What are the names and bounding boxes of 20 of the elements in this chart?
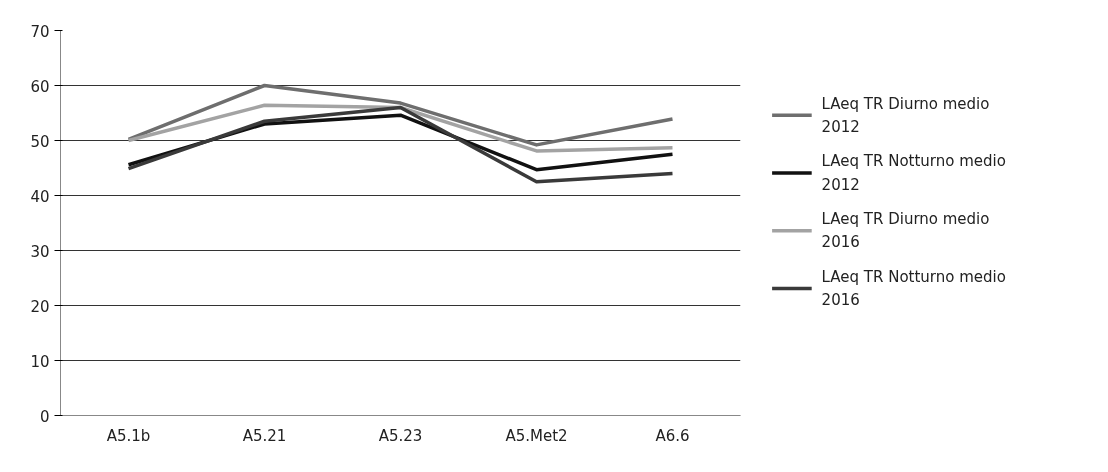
y-tick-label: 40 [30,187,50,206]
y-tick-label: 20 [30,297,50,316]
x-tick-label: A5.1b [106,426,151,445]
x-tick-label: A5.Met2 [505,426,568,445]
legend-label: LAeq TR Notturno medio 2016 [821,267,1006,310]
y-tick-label: 30 [30,242,50,261]
y-tick-label: 0 [39,407,50,426]
y-tick-label: 50 [30,132,50,151]
x-tick-label: A5.21 [242,426,287,445]
x-tick-label: A5.23 [378,426,423,445]
y-tick-label: 60 [30,77,50,96]
y-tick-label: 70 [30,22,50,41]
line-series [126,103,675,153]
legend-label: LAeq TR Diurno medio 2012 [821,94,990,136]
x-tick-label: A6.6 [655,426,690,445]
legend-label: LAeq TR Notturno medio 2012 [821,152,1006,194]
y-tick-label: 10 [30,352,50,371]
legend-label: LAeq TR Diurno medio 2016 [821,210,990,252]
line-series [126,83,675,147]
line-series [126,105,675,184]
